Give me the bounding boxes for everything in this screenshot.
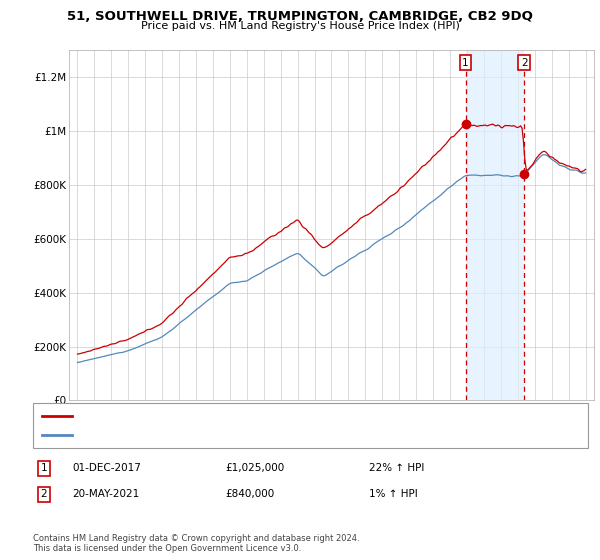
Text: 22% ↑ HPI: 22% ↑ HPI bbox=[369, 463, 424, 473]
Text: Contains HM Land Registry data © Crown copyright and database right 2024.
This d: Contains HM Land Registry data © Crown c… bbox=[33, 534, 359, 553]
Text: 1: 1 bbox=[40, 463, 47, 473]
Text: 1% ↑ HPI: 1% ↑ HPI bbox=[369, 489, 418, 500]
Text: 51, SOUTHWELL DRIVE, TRUMPINGTON, CAMBRIDGE, CB2 9DQ: 51, SOUTHWELL DRIVE, TRUMPINGTON, CAMBRI… bbox=[67, 10, 533, 22]
Text: 51, SOUTHWELL DRIVE, TRUMPINGTON, CAMBRIDGE, CB2 9DQ (detached house): 51, SOUTHWELL DRIVE, TRUMPINGTON, CAMBRI… bbox=[78, 411, 461, 420]
Text: 2: 2 bbox=[521, 58, 527, 68]
Text: 01-DEC-2017: 01-DEC-2017 bbox=[72, 463, 141, 473]
Text: 20-MAY-2021: 20-MAY-2021 bbox=[72, 489, 139, 500]
Text: 1: 1 bbox=[462, 58, 469, 68]
Text: £840,000: £840,000 bbox=[225, 489, 274, 500]
Text: 2: 2 bbox=[40, 489, 47, 500]
Text: Price paid vs. HM Land Registry's House Price Index (HPI): Price paid vs. HM Land Registry's House … bbox=[140, 21, 460, 31]
Text: £1,025,000: £1,025,000 bbox=[225, 463, 284, 473]
Bar bbox=[466, 50, 524, 400]
Text: HPI: Average price, detached house, Cambridge: HPI: Average price, detached house, Camb… bbox=[78, 431, 306, 440]
